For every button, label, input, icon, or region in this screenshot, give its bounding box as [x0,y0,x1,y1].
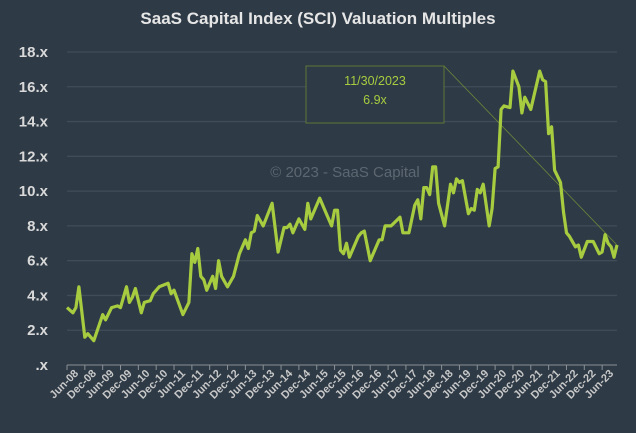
gridlines [67,51,617,331]
sci-series-line [65,69,619,343]
y-tick-label: 16.x [19,79,49,96]
y-tick-label: 4.x [27,287,49,304]
watermark: © 2023 - SaaS Capital [270,164,419,181]
y-tick-label: 10.x [19,183,49,200]
x-axis: Jun-08Dec-08Jun-09Dec-09Jun-10Dec-10Jun-… [48,364,617,402]
chart-title: SaaS Capital Index (SCI) Valuation Multi… [140,9,495,28]
y-tick-label: 14.x [19,114,49,131]
y-tick-label: .x [35,357,48,374]
y-tick-label: 6.x [27,253,49,270]
y-tick-label: 8.x [27,218,49,235]
annotation-box [305,65,445,124]
annotation-date: 11/30/2023 [344,74,406,88]
annotation-callout: 11/30/2023 6.9x [305,65,445,124]
y-axis-labels: .x 2.x 4.x 6.x 8.x 10.x 12.x 14.x 16.x 18.x [19,44,49,374]
y-tick-label: 2.x [27,322,49,339]
y-tick-label: 18.x [19,44,49,61]
annotation-value: 6.9x [363,93,387,107]
y-tick-label: 12.x [19,148,49,165]
annotation-leader-line [443,65,618,246]
